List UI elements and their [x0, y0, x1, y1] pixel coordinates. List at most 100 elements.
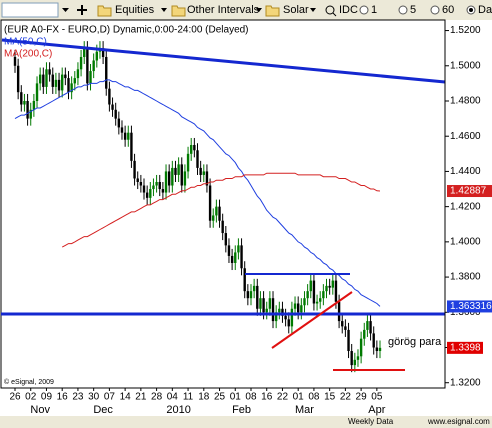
- candle-body: [48, 69, 51, 75]
- candle-body: [378, 347, 382, 352]
- candle-body: [215, 206, 218, 216]
- candle-body: [60, 74, 64, 91]
- candle-body: [123, 132, 127, 140]
- candle-body: [139, 181, 143, 186]
- candle-body: [101, 48, 105, 57]
- candle-body: [328, 285, 331, 288]
- candle-body: [212, 215, 215, 221]
- candle-body: [287, 319, 290, 327]
- x-tick-label: 16: [57, 392, 69, 403]
- candle-body: [86, 48, 89, 84]
- ma-line: [61, 172, 381, 248]
- candle-body: [281, 308, 284, 316]
- candle-body: [105, 56, 108, 89]
- last-value-label: 1.363316: [450, 301, 492, 312]
- y-tick-label: 1.5000: [450, 60, 481, 71]
- candle-body: [67, 78, 70, 93]
- candle-body: [51, 74, 54, 87]
- candle-body: [199, 167, 202, 175]
- candle-body: [227, 245, 231, 256]
- candle-body: [54, 79, 58, 87]
- toolbar-item[interactable]: IDC: [339, 4, 358, 16]
- candle-body: [284, 315, 287, 320]
- toolbar-item[interactable]: Solar: [283, 4, 309, 16]
- candle-body: [152, 185, 155, 190]
- candle-body: [237, 245, 240, 253]
- annotation: görög para: [388, 336, 442, 348]
- add-button[interactable]: [77, 5, 87, 15]
- x-tick-label: 11: [183, 392, 194, 403]
- candle-body: [73, 78, 76, 84]
- candle-body: [26, 100, 29, 119]
- toolbar-background: [0, 0, 492, 20]
- toolbar-item[interactable]: 60: [442, 4, 454, 16]
- candle-body: [334, 280, 338, 302]
- symbol-input[interactable]: [1, 2, 59, 18]
- x-tick-label: 23: [72, 392, 84, 403]
- radio[interactable]: [398, 5, 408, 15]
- x-tick-label: 07: [104, 392, 116, 403]
- x-tick-label: 02: [25, 392, 37, 403]
- candle-body: [309, 280, 312, 292]
- search-icon: [325, 5, 335, 15]
- chart-title: (EUR A0-FX - EURO,D) Dynamic,0:00-24:00 …: [4, 25, 249, 36]
- candle-body: [155, 181, 158, 186]
- copyright: © eSignal, 2009: [4, 378, 54, 386]
- candle-body: [337, 301, 341, 322]
- candle-body: [319, 298, 322, 302]
- radio[interactable]: [430, 5, 440, 15]
- candle-body: [350, 351, 353, 366]
- candle-body: [353, 359, 357, 366]
- x-tick-label: 16: [261, 392, 273, 403]
- candle-body: [372, 333, 375, 348]
- candle-body: [221, 220, 224, 234]
- x-tick-label: 30: [88, 392, 100, 403]
- candle-body: [111, 104, 114, 110]
- candle-body: [29, 109, 32, 119]
- candle-body: [359, 338, 363, 357]
- candle-body: [164, 171, 168, 193]
- candle-body: [341, 321, 344, 327]
- candle-body: [174, 167, 177, 175]
- candle-body: [262, 298, 265, 313]
- candle-body: [64, 74, 67, 79]
- candle-body: [306, 291, 309, 299]
- candle-body: [259, 298, 262, 309]
- x-tick-label: 18: [198, 392, 210, 403]
- x-tick-label: 22: [277, 392, 289, 403]
- toolbar: Equities Other Intervals Solar IDC 1 5 6…: [0, 0, 492, 20]
- candle-body: [366, 321, 369, 330]
- candle-body: [363, 329, 366, 339]
- dropdown-arrow[interactable]: [62, 8, 69, 12]
- candle-body: [171, 167, 174, 186]
- radio[interactable]: [359, 5, 369, 15]
- candle-body: [196, 150, 199, 168]
- candle-body: [312, 280, 316, 304]
- candle-body: [265, 308, 268, 313]
- x-tick-label: 21: [135, 392, 147, 403]
- x-tick-label: 25: [214, 392, 226, 403]
- x-tick-label: 26: [9, 392, 21, 403]
- candle-body: [290, 308, 294, 327]
- candle-body: [23, 100, 26, 105]
- candle-body: [92, 60, 95, 72]
- last-value-box: [447, 185, 492, 198]
- toolbar-item[interactable]: 5: [410, 4, 416, 16]
- footer-source: Weekly Data: [348, 417, 394, 426]
- toolbar-item[interactable]: Daily: [478, 4, 492, 16]
- toolbar-item[interactable]: Equities: [115, 4, 155, 16]
- x-tick-label: 15: [324, 392, 336, 403]
- candle-body: [356, 356, 360, 360]
- folder-icon: [171, 5, 186, 17]
- plot-area: [0, 19, 446, 389]
- candle-body: [375, 347, 379, 352]
- candle-body: [240, 245, 243, 269]
- candle-body: [180, 164, 183, 186]
- toolbar-item[interactable]: 1: [371, 4, 377, 16]
- candle-body: [322, 291, 325, 299]
- candle-body: [167, 171, 171, 186]
- candle-body: [76, 69, 80, 79]
- candle-body: [57, 79, 61, 91]
- toolbar-item[interactable]: Other Intervals: [187, 4, 260, 16]
